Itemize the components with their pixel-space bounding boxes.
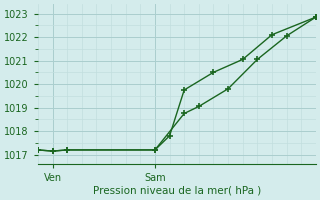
X-axis label: Pression niveau de la mer( hPa ): Pression niveau de la mer( hPa ): [93, 186, 261, 196]
